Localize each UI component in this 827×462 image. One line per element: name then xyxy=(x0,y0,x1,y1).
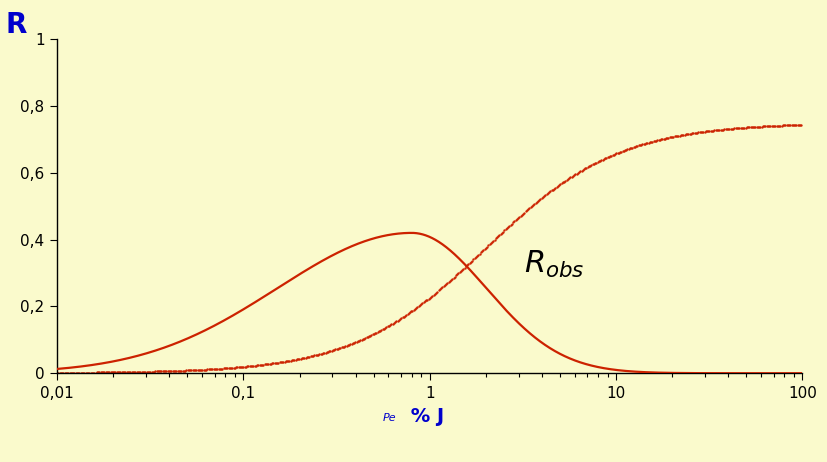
Text: Pe: Pe xyxy=(382,413,396,423)
Text: % J: % J xyxy=(404,407,443,426)
Text: $\mathit{R}_{\mathit{obs}}$: $\mathit{R}_{\mathit{obs}}$ xyxy=(523,249,584,280)
Text: R: R xyxy=(6,11,26,39)
